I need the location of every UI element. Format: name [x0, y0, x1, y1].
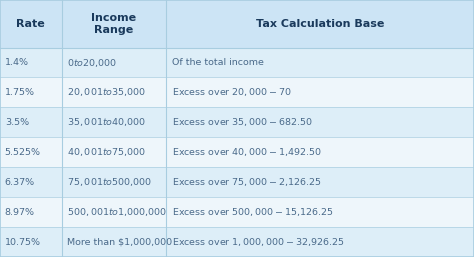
- FancyBboxPatch shape: [0, 227, 62, 257]
- FancyBboxPatch shape: [166, 77, 474, 107]
- Text: Excess over $1,000,000 - $32,926.25: Excess over $1,000,000 - $32,926.25: [172, 236, 344, 248]
- Text: Excess over $40,000 - $1,492.50: Excess over $40,000 - $1,492.50: [172, 146, 322, 158]
- Text: Tax Calculation Base: Tax Calculation Base: [256, 19, 384, 29]
- Text: $500,001 to $1,000,000: $500,001 to $1,000,000: [67, 206, 168, 218]
- FancyBboxPatch shape: [62, 227, 166, 257]
- Text: Excess over $75,000 - $2,126.25: Excess over $75,000 - $2,126.25: [172, 176, 321, 188]
- FancyBboxPatch shape: [62, 48, 166, 77]
- FancyBboxPatch shape: [0, 77, 62, 107]
- Text: 3.5%: 3.5%: [5, 118, 29, 127]
- FancyBboxPatch shape: [62, 107, 166, 137]
- FancyBboxPatch shape: [0, 167, 62, 197]
- FancyBboxPatch shape: [62, 197, 166, 227]
- Text: Income
Range: Income Range: [91, 13, 137, 35]
- Text: 10.75%: 10.75%: [5, 237, 41, 246]
- Text: Excess over $20,000 - $70: Excess over $20,000 - $70: [172, 86, 292, 98]
- FancyBboxPatch shape: [0, 197, 62, 227]
- Text: Excess over $500,000 - $15,126.25: Excess over $500,000 - $15,126.25: [172, 206, 333, 218]
- Text: Excess over $35,000 - $682.50: Excess over $35,000 - $682.50: [172, 116, 313, 128]
- FancyBboxPatch shape: [0, 107, 62, 137]
- Text: $75,001 to $500,000: $75,001 to $500,000: [67, 176, 153, 188]
- FancyBboxPatch shape: [166, 167, 474, 197]
- Text: 6.37%: 6.37%: [5, 178, 35, 187]
- FancyBboxPatch shape: [166, 137, 474, 167]
- Text: $0 to $20,000: $0 to $20,000: [67, 57, 118, 69]
- Text: More than $1,000,000: More than $1,000,000: [67, 237, 173, 246]
- Text: Of the total income: Of the total income: [172, 58, 264, 67]
- FancyBboxPatch shape: [62, 137, 166, 167]
- FancyBboxPatch shape: [166, 227, 474, 257]
- Text: 5.525%: 5.525%: [5, 148, 41, 157]
- FancyBboxPatch shape: [62, 77, 166, 107]
- Text: 1.4%: 1.4%: [5, 58, 29, 67]
- Text: $20,001 to $35,000: $20,001 to $35,000: [67, 86, 146, 98]
- Text: Rate: Rate: [17, 19, 45, 29]
- Text: 8.97%: 8.97%: [5, 208, 35, 217]
- FancyBboxPatch shape: [0, 137, 62, 167]
- FancyBboxPatch shape: [166, 0, 474, 48]
- FancyBboxPatch shape: [166, 48, 474, 77]
- FancyBboxPatch shape: [62, 167, 166, 197]
- Text: 1.75%: 1.75%: [5, 88, 35, 97]
- Text: $40,001 to $75,000: $40,001 to $75,000: [67, 146, 146, 158]
- Text: $35,001 to $40,000: $35,001 to $40,000: [67, 116, 146, 128]
- FancyBboxPatch shape: [166, 107, 474, 137]
- FancyBboxPatch shape: [62, 0, 166, 48]
- FancyBboxPatch shape: [166, 197, 474, 227]
- FancyBboxPatch shape: [0, 0, 62, 48]
- FancyBboxPatch shape: [0, 48, 62, 77]
